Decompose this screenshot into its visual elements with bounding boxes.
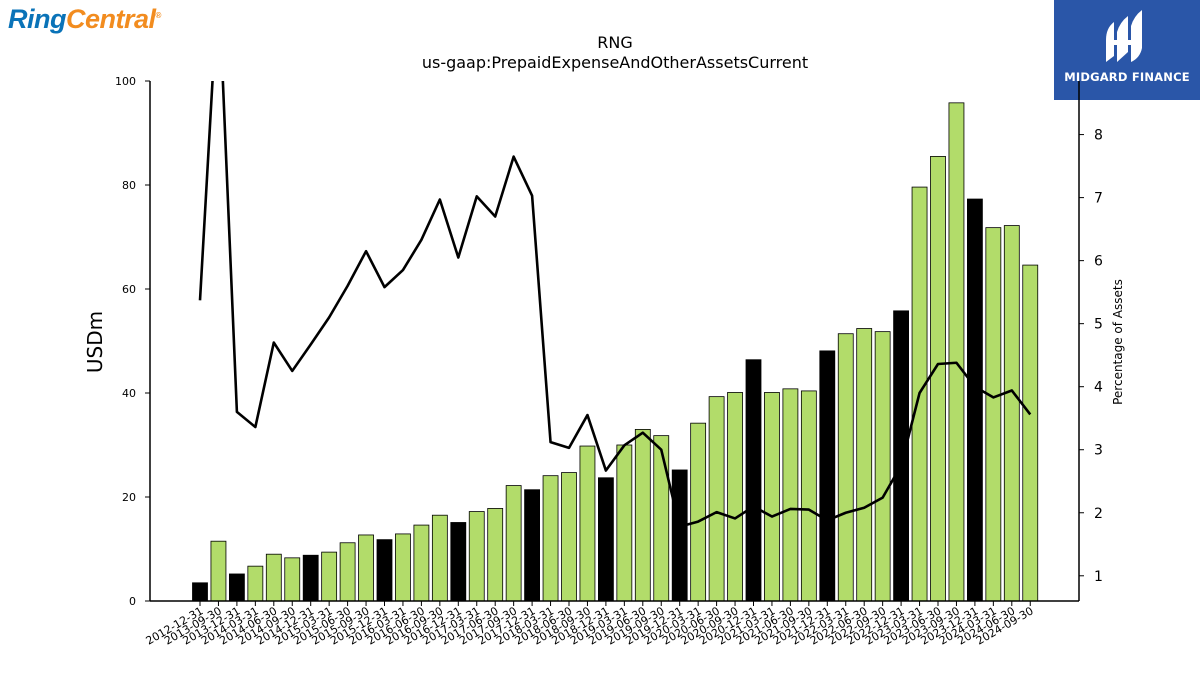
bar-2024-06-30 (1003, 225, 1020, 602)
chart-title: RNG (597, 33, 632, 52)
y2-tick-label: 3 (1094, 443, 1103, 459)
percentage-line (198, 81, 1032, 528)
y-tick-label: 0 (129, 595, 136, 608)
y-tick-label: 20 (122, 491, 136, 504)
y-tick-label: 60 (122, 283, 136, 296)
x-axis-ticks: 2012-12-312013-09-302013-12-312014-03-31… (144, 601, 1036, 648)
bar-2021-09-30 (800, 390, 817, 602)
bar-2017-09-30 (505, 485, 522, 602)
bar-2017-12-31 (524, 489, 540, 602)
bar-2022-12-31 (893, 310, 909, 602)
bar-2017-03-31 (468, 511, 485, 602)
y-tick-label: 40 (122, 387, 136, 400)
bar-2015-09-30 (358, 534, 374, 602)
bar-2019-06-30 (634, 428, 651, 602)
y2-axis-label: Percentage of Assets (1111, 279, 1125, 405)
bar-2013-09-30 (210, 540, 227, 602)
bar-2014-03-31 (247, 565, 264, 602)
bar-2020-09-30 (727, 392, 743, 602)
chart-subtitle: us-gaap:PrepaidExpenseAndOtherAssetsCurr… (422, 53, 808, 72)
bar-2018-12-31 (598, 477, 614, 602)
y2-tick-label: 2 (1094, 506, 1103, 522)
bar-2014-06-30 (265, 553, 282, 602)
ringcentral-logo: RingCentral® (8, 4, 161, 35)
bar-2024-09-30 (1022, 264, 1039, 602)
plot-frame (149, 81, 1080, 602)
bar-2018-06-30 (561, 472, 577, 602)
y2-tick-label: 1 (1094, 569, 1103, 585)
bar-2023-06-30 (930, 155, 946, 602)
logo-text-ring: Ring (8, 4, 67, 34)
bar-2020-03-31 (690, 422, 707, 602)
y-tick-label: 80 (122, 179, 136, 192)
bar-2015-03-31 (321, 551, 338, 602)
bar-2024-03-31 (985, 227, 1002, 602)
bar-2015-12-31 (376, 539, 393, 602)
y-tick-label: 100 (115, 75, 136, 88)
y2-tick-label: 6 (1094, 254, 1103, 270)
bar-2018-03-31 (542, 475, 559, 602)
left-axis-ticks: 0 20 40 60 80 100 (115, 75, 150, 608)
logo-registered-mark: ® (155, 11, 162, 20)
bar-2020-12-31 (745, 359, 762, 602)
bar-2015-06-30 (339, 542, 356, 602)
y2-tick-label: 7 (1094, 191, 1103, 207)
bar-series (192, 102, 1039, 602)
bar-2013-12-31 (228, 573, 245, 602)
bar-2016-09-30 (431, 514, 448, 602)
bar-2021-12-31 (819, 350, 836, 602)
bar-2014-12-31 (302, 554, 319, 602)
midgard-finance-logo: MIDGARD FINANCE (1054, 0, 1200, 100)
bar-2018-09-30 (579, 445, 596, 602)
right-axis-ticks: 1 2 3 4 5 6 7 8 (1079, 128, 1103, 585)
bar-2021-03-31 (764, 392, 780, 602)
bar-2019-03-31 (616, 444, 633, 602)
logo-text-central: Central (66, 4, 156, 34)
line-series (198, 81, 1032, 528)
bar-2019-12-31 (671, 469, 688, 602)
bar-2016-12-31 (450, 522, 467, 602)
logo-midgard-label: MIDGARD FINANCE (1064, 70, 1190, 84)
y-axis-label: USDm (83, 311, 107, 373)
y2-tick-label: 4 (1094, 380, 1103, 396)
bar-2023-09-30 (948, 102, 965, 602)
bar-2016-06-30 (413, 524, 430, 602)
bar-2022-06-30 (856, 328, 873, 602)
bar-2012-12-31 (192, 582, 208, 602)
bar-2020-06-30 (708, 396, 725, 602)
y2-tick-label: 8 (1094, 128, 1103, 144)
bar-2016-03-31 (395, 533, 411, 602)
bar-2019-09-30 (653, 435, 670, 602)
bar-2017-06-30 (487, 508, 504, 602)
bar-2022-09-30 (874, 331, 891, 602)
bar-2023-12-31 (967, 198, 983, 602)
bar-2014-09-30 (284, 557, 301, 602)
bar-2022-03-31 (837, 333, 854, 602)
y2-tick-label: 5 (1094, 317, 1103, 333)
bar-2021-06-30 (782, 388, 799, 602)
midgard-emblem-icon (1106, 10, 1142, 62)
